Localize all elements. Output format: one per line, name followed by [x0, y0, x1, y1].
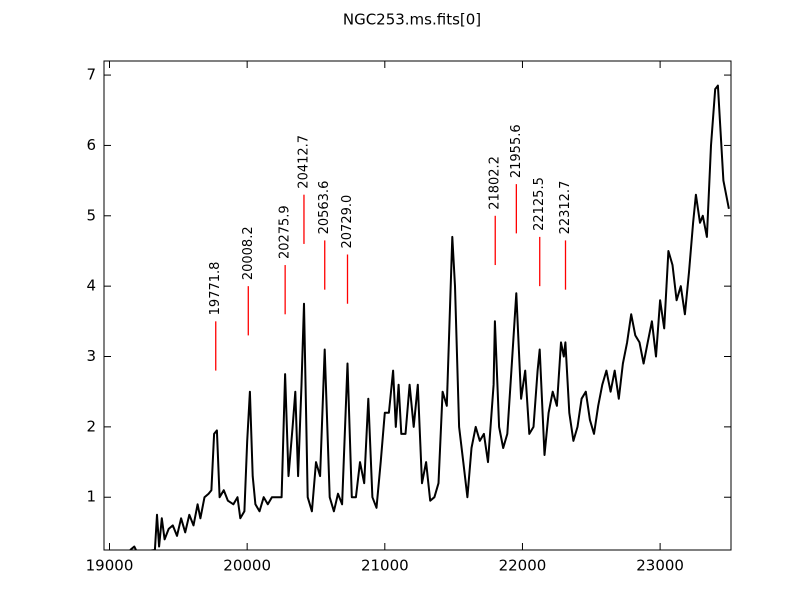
x-tick-label: 19000	[86, 557, 134, 575]
line-label: 20563.6	[317, 181, 332, 235]
y-tick-label: 4	[86, 277, 96, 295]
spectrum-line	[129, 84, 730, 550]
line-label: 21955.6	[509, 124, 524, 178]
x-tick-label: 22000	[499, 557, 547, 575]
y-tick-label: 6	[86, 136, 96, 154]
y-tick-label: 1	[86, 488, 96, 506]
line-label: 22312.7	[558, 181, 573, 235]
y-tick-label: 5	[86, 206, 96, 224]
x-tick-label: 23000	[636, 557, 684, 575]
y-tick-label: 7	[86, 66, 96, 84]
line-label: 20008.2	[241, 226, 256, 280]
x-tick-label: 20000	[223, 557, 271, 575]
line-label: 19771.8	[208, 262, 223, 316]
line-label: 21802.2	[488, 156, 503, 210]
line-label: 22125.5	[532, 177, 547, 231]
line-label: 20275.9	[278, 205, 293, 259]
plot-area	[129, 84, 730, 550]
chart-title: NGC253.ms.fits[0]	[343, 11, 481, 29]
y-tick-label: 3	[86, 347, 96, 365]
line-label: 20729.0	[340, 195, 355, 249]
line-label: 20412.7	[296, 135, 311, 189]
y-tick-label: 2	[86, 417, 96, 435]
x-tick-label: 21000	[361, 557, 409, 575]
axes-frame	[103, 60, 732, 551]
